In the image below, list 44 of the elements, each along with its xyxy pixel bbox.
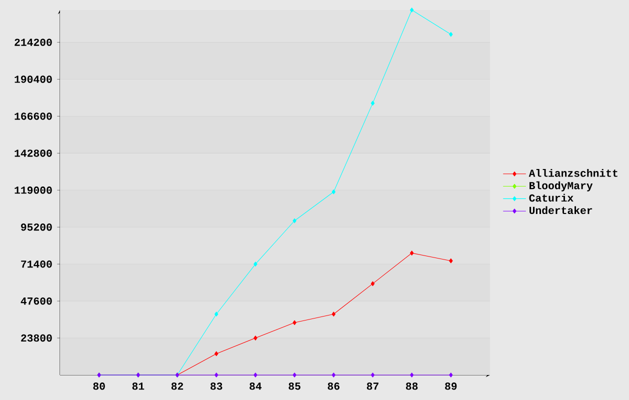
- point: [214, 351, 218, 356]
- y-tick-label: 119000: [14, 186, 52, 194]
- x-tick-label: 86: [328, 382, 340, 390]
- point: [292, 320, 296, 326]
- point: [410, 250, 414, 256]
- point: [254, 336, 258, 340]
- point: [449, 258, 453, 264]
- y-tick-label: 47600: [20, 297, 52, 305]
- point: [410, 372, 414, 378]
- legend-label: Caturix: [529, 194, 574, 202]
- point: [370, 372, 375, 378]
- x-tick-label: 85: [288, 382, 300, 390]
- x-tick-label: 88: [406, 382, 418, 390]
- x-tick-label: 89: [445, 382, 457, 390]
- x-tick-label: 82: [171, 382, 184, 390]
- point: [254, 262, 258, 266]
- legend-label: Allianzschnitt: [528, 169, 618, 177]
- point: [332, 189, 336, 194]
- point: [292, 372, 296, 378]
- x-tick-label: 87: [366, 382, 378, 390]
- point: [370, 281, 375, 286]
- y-tick-label: 23800: [21, 334, 52, 342]
- point: [214, 312, 218, 317]
- y-tick-label: 166600: [14, 112, 52, 120]
- point: [332, 372, 336, 378]
- point: [449, 32, 453, 37]
- y-tick-label: 142800: [14, 150, 52, 157]
- x-tick-label: 83: [210, 382, 222, 390]
- x-tick-label: 81: [132, 382, 144, 390]
- point: [410, 8, 414, 12]
- legend-label: Undertaker: [529, 206, 592, 214]
- x-tick-label: 80: [93, 382, 105, 390]
- point: [449, 372, 453, 378]
- point: [214, 372, 218, 378]
- point: [332, 312, 336, 317]
- point: [292, 218, 296, 224]
- point: [370, 100, 375, 106]
- y-tick-label: 95200: [21, 224, 52, 231]
- y-tick-label: 71400: [21, 260, 52, 268]
- x-tick-label: 84: [250, 382, 262, 390]
- point: [254, 372, 258, 378]
- legend-label: BloodyMary: [530, 181, 593, 192]
- y-tick-label: 190400: [14, 76, 52, 83]
- y-tick-label: 214200: [14, 38, 52, 46]
